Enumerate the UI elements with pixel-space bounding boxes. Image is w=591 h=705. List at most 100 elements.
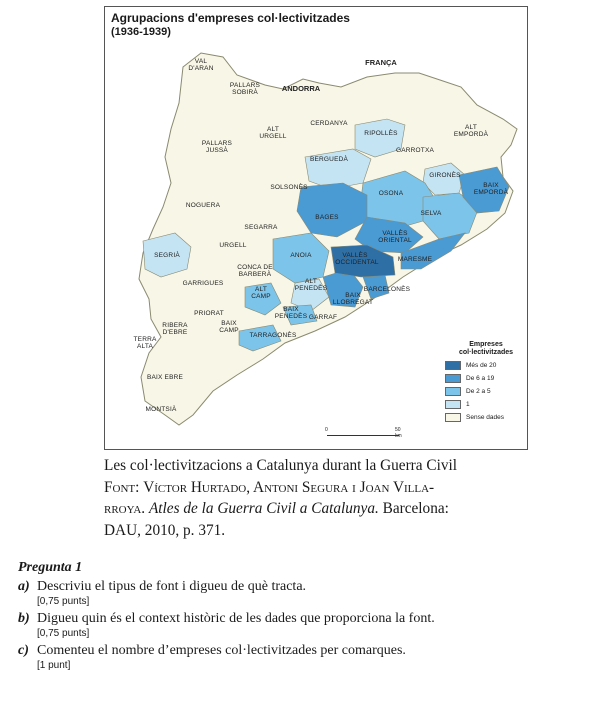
label-baix-camp-1: BAIX xyxy=(221,320,237,327)
label-bages: BAGES xyxy=(315,214,339,221)
legend-item: De 6 a 19 xyxy=(445,374,527,383)
label-baix-llobregat-2: LLOBREGAT xyxy=(333,299,373,306)
legend-title-2: col·lectivitzades xyxy=(458,349,514,356)
label-valles-occidental-1: VALLÈS xyxy=(342,250,368,259)
region-tarragones xyxy=(238,324,282,352)
label-val-daran-1: VAL xyxy=(195,58,208,65)
question-points: [1 punt] xyxy=(37,660,71,671)
label-alt-penedes-2: PENEDÈS xyxy=(295,283,328,292)
label-baix-camp-2: CAMP xyxy=(219,327,239,334)
label-valles-oriental-1: VALLÈS xyxy=(382,228,408,237)
caption-authors-end: rroya. xyxy=(104,500,146,517)
legend-swatch xyxy=(445,361,461,370)
label-garrotxa: GARROTXA xyxy=(396,147,435,154)
caption-publisher-2: DAU, 2010, p. 371. xyxy=(104,521,226,539)
map-figure: VAL D'ARAN FRANÇA PALLARS SOBIRÀ ANDORRA… xyxy=(104,6,528,450)
label-garrigues: GARRIGUES xyxy=(183,280,224,287)
scale-zero: 0 xyxy=(325,427,328,433)
label-franca: FRANÇA xyxy=(365,58,397,67)
caption-source-continued: rroya. Atles de la Guerra Civil a Catalu… xyxy=(104,498,544,520)
question-block: Pregunta 1 a) Descriviu el tipus de font… xyxy=(18,560,578,674)
caption-publisher-1: Barcelona: xyxy=(382,500,449,517)
question-letter: a) xyxy=(18,579,30,594)
label-valles-oriental-2: ORIENTAL xyxy=(378,237,412,244)
label-barcelones: BARCELONÈS xyxy=(364,284,411,293)
label-garraf: GARRAF xyxy=(309,314,337,321)
caption-source: Font: Víctor Hurtado, Antoni Segura i Jo… xyxy=(104,477,544,499)
label-baix-llobregat-1: BAIX xyxy=(345,292,361,299)
legend-label: De 2 a 5 xyxy=(466,388,491,395)
label-baix-emporda-1: BAIX xyxy=(483,182,499,189)
region-maresme xyxy=(400,232,466,270)
question-letter: c) xyxy=(18,643,29,658)
question-text: Comenteu el nombre d’empreses col·lectiv… xyxy=(37,643,406,658)
map-legend: Empreses col·lectivitzades Més de 20 De … xyxy=(445,341,527,422)
label-ripolles: RIPOLLÈS xyxy=(364,128,398,137)
label-segarra: SEGARRA xyxy=(244,224,278,231)
region-alt-penedes xyxy=(290,278,330,312)
label-alt-emporda-1: ALT xyxy=(465,124,477,131)
region-bages xyxy=(296,182,368,238)
question-points: [0,75 punts] xyxy=(37,596,90,607)
caption-font-label: Font: xyxy=(104,478,140,496)
label-alt-urgell-1: ALT xyxy=(267,126,279,133)
label-ribera-2: D'EBRE xyxy=(163,329,188,336)
label-ribera-1: RIBERA xyxy=(162,322,188,329)
question-title: Pregunta 1 xyxy=(18,560,83,575)
legend-swatch xyxy=(445,400,461,409)
region-selva xyxy=(422,192,480,240)
region-catalonia-base xyxy=(138,52,518,426)
label-terra-alta-2: ALTA xyxy=(137,343,154,350)
map-subtitle: (1936-1939) xyxy=(111,26,171,38)
label-priorat: PRIORAT xyxy=(194,310,224,317)
label-baix-ebre: BAIX EBRE xyxy=(147,374,184,381)
label-terra-alta-1: TERRA xyxy=(133,336,156,343)
label-selva: SELVA xyxy=(421,210,442,217)
legend-label: Més de 20 xyxy=(466,362,497,369)
label-valles-occidental-2: OCCIDENTAL xyxy=(335,259,379,266)
question-item: a) Descriviu el tipus de font i digueu d… xyxy=(18,578,578,595)
legend-title-1: Empreses xyxy=(469,341,503,348)
legend-swatch xyxy=(445,374,461,383)
label-cerdanya: CERDANYA xyxy=(310,120,348,127)
label-alt-urgell-2: URGELL xyxy=(259,133,286,140)
figure-caption: Les col·lectivitzacions a Catalunya dura… xyxy=(104,455,544,541)
label-alt-emporda-2: EMPORDÀ xyxy=(454,129,489,138)
legend-item: Sense dades xyxy=(445,413,527,422)
label-alt-camp-2: CAMP xyxy=(251,293,271,300)
caption-book-title: Atles de la Guerra Civil a Catalunya. xyxy=(148,500,379,517)
label-pallars-sobira-1: PALLARS xyxy=(230,82,261,89)
legend-swatch xyxy=(445,413,461,422)
question-letter: b) xyxy=(18,611,30,626)
region-baix-emporda xyxy=(458,166,510,214)
label-solsones: SOLSONÈS xyxy=(270,182,308,191)
label-conca-1: CONCA DE xyxy=(237,264,273,271)
label-alt-camp-1: ALT xyxy=(255,286,267,293)
legend-item: 1 xyxy=(445,400,527,409)
question-points: [0,75 punts] xyxy=(37,628,90,639)
label-anoia: ANOIA xyxy=(290,252,312,259)
label-baix-penedes-2: PENEDÈS xyxy=(275,311,308,320)
question-item: c) Comenteu el nombre d’empreses col·lec… xyxy=(18,642,578,659)
label-maresme: MARESME xyxy=(398,256,433,263)
label-conca-2: BARBERÀ xyxy=(239,269,272,278)
label-osona: OSONA xyxy=(379,190,404,197)
legend-label: 1 xyxy=(466,401,470,408)
region-valles-occidental xyxy=(330,244,396,278)
map-title: Agrupacions d'empreses col·lectivitzades xyxy=(111,11,350,25)
region-alt-camp xyxy=(244,282,282,316)
legend-label: Sense dades xyxy=(466,414,504,421)
label-segria: SEGRIÀ xyxy=(154,250,180,259)
question-text: Descriviu el tipus de font i digueu de q… xyxy=(37,579,307,594)
legend-item: Més de 20 xyxy=(445,361,527,370)
label-pallars-jussa-1: PALLARS xyxy=(202,140,233,147)
scale-end: 50 km xyxy=(395,427,402,439)
region-baix-penedes xyxy=(282,304,318,326)
label-urgell: URGELL xyxy=(219,242,246,249)
region-segria xyxy=(142,232,192,278)
question-item: b) Digueu quin és el context històric de… xyxy=(18,610,578,627)
label-girones: GIRONÈS xyxy=(429,170,461,179)
legend-item: De 2 a 5 xyxy=(445,387,527,396)
scale-bar xyxy=(327,435,399,436)
legend-label: De 6 a 19 xyxy=(466,375,495,382)
